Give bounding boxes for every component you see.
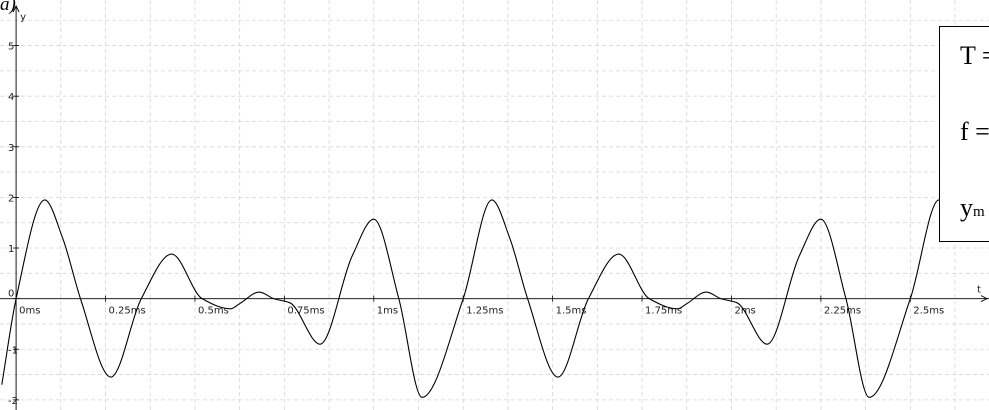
x-tick-label: 2.5ms <box>913 306 944 317</box>
y-axis-arrow <box>12 4 20 13</box>
y-axis-label: y <box>20 12 26 23</box>
x-axis-label: t <box>977 285 981 296</box>
x-tick-label: 1.25ms <box>466 306 503 317</box>
y-tick-label: 4 <box>8 92 14 103</box>
y-tick-label: 5 <box>8 42 14 53</box>
x-tick-label: 0.75ms <box>287 306 324 317</box>
x-tick-label: 2.25ms <box>824 306 861 317</box>
y-tick-label: 0 <box>8 289 14 300</box>
x-tick-label: 0.5ms <box>198 306 229 317</box>
axes <box>0 4 989 410</box>
y-tick-label: -1 <box>8 345 18 356</box>
x-tick-label: 1ms <box>377 306 398 317</box>
x-tick-label: 0.25ms <box>109 306 146 317</box>
info-box: T = f = ym <box>939 26 989 242</box>
info-line-amplitude-main: y <box>960 193 973 222</box>
series-line <box>1 199 954 398</box>
y-tick-label: 1 <box>8 244 14 255</box>
info-line-amplitude-sub: m <box>973 204 985 220</box>
y-tick-label: 2 <box>8 193 14 204</box>
x-tick-label: 0ms <box>19 306 40 317</box>
info-line-amplitude: ym <box>960 193 985 223</box>
part-label: a) <box>0 0 16 15</box>
x-tick-label: 1.5ms <box>556 306 587 317</box>
info-line-period: T = <box>960 41 989 70</box>
info-line-frequency: f = <box>960 117 989 146</box>
x-axis-arrow <box>980 295 989 303</box>
y-tick-label: 3 <box>8 143 14 154</box>
y-tick-label: -2 <box>8 396 18 407</box>
x-tick-label: 1.75ms <box>645 306 682 317</box>
